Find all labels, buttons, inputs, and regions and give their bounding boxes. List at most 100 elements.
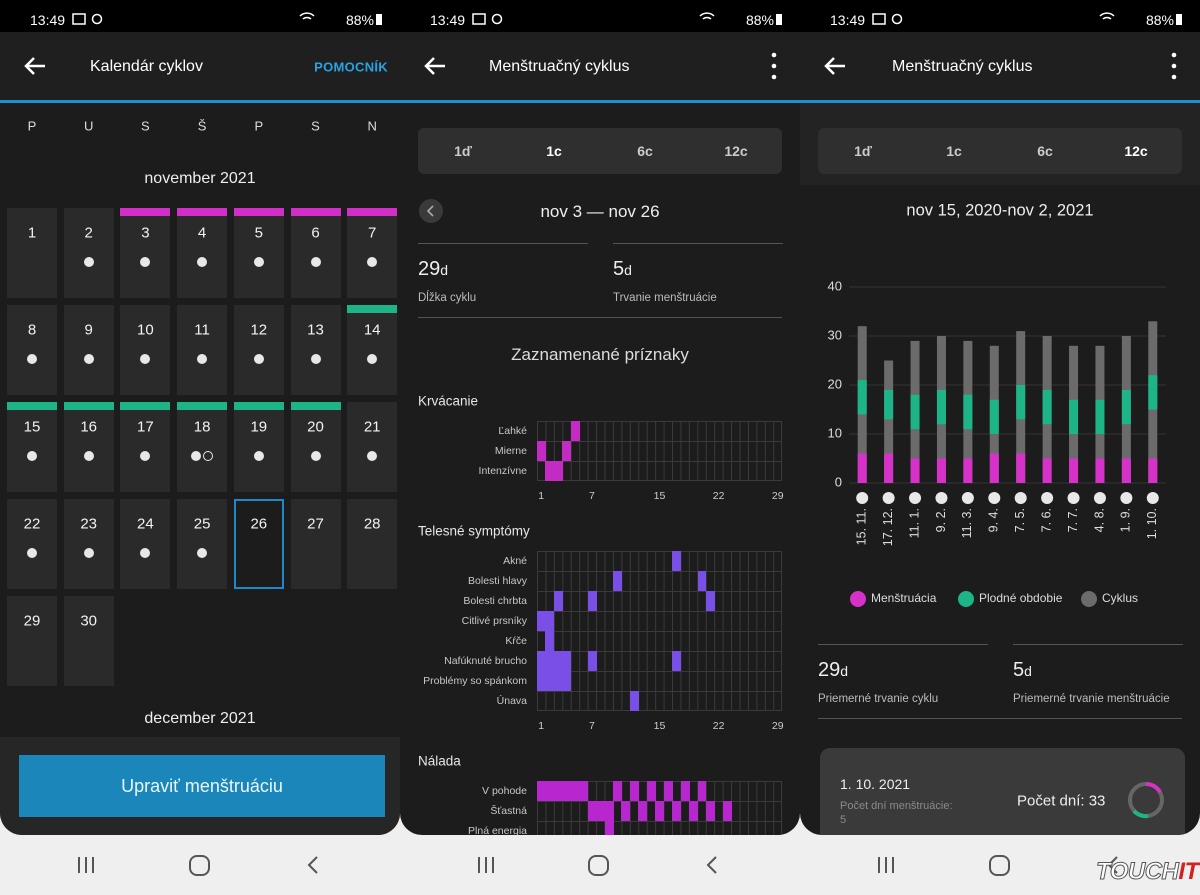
- back[interactable]: [1107, 856, 1118, 874]
- tab-active[interactable]: 12c: [1124, 143, 1148, 159]
- x-tick-label: 11. 3.: [960, 508, 974, 538]
- day-cell[interactable]: [290, 402, 341, 492]
- day-cell[interactable]: [7, 305, 57, 395]
- day-cell[interactable]: [120, 305, 171, 395]
- tab[interactable]: 1ď: [454, 143, 472, 159]
- y-tick-label: 30: [828, 327, 842, 342]
- day-cell[interactable]: [120, 499, 171, 589]
- more-menu[interactable]: [764, 51, 784, 81]
- day-cell[interactable]: [290, 208, 341, 298]
- day-number: 25: [193, 515, 211, 533]
- day-tick-label: 7: [588, 720, 595, 732]
- more-menu[interactable]: [1164, 51, 1184, 81]
- symptom-cell: [629, 781, 639, 801]
- tab[interactable]: 1ď: [854, 143, 872, 159]
- battery-icon: [376, 14, 382, 25]
- day-cell-selected[interactable]: [233, 499, 284, 589]
- day-cell[interactable]: [177, 499, 228, 589]
- status-battery: 88%: [745, 12, 774, 28]
- symptom-cell: [553, 461, 563, 481]
- home[interactable]: [189, 855, 210, 876]
- symptom-cell: [705, 801, 715, 821]
- day-cell[interactable]: [7, 402, 57, 492]
- stat-unit: d: [624, 262, 632, 278]
- day-cell[interactable]: [120, 208, 171, 298]
- day-cell[interactable]: [233, 305, 284, 395]
- day-cell[interactable]: [347, 208, 398, 298]
- back-arrow[interactable]: [424, 57, 445, 75]
- day-cell[interactable]: [63, 596, 114, 686]
- back-arrow[interactable]: [24, 57, 45, 75]
- bar: [857, 453, 867, 483]
- back[interactable]: [307, 856, 318, 874]
- tab[interactable]: 6c: [637, 143, 653, 159]
- wifi-icon: [699, 12, 715, 20]
- day-cell[interactable]: [233, 208, 284, 298]
- cycle-donut: [1128, 781, 1164, 819]
- symptom-label: Citlivé prsníky: [461, 615, 527, 627]
- summary-card[interactable]: [820, 748, 1185, 835]
- symptom-cell: [537, 651, 546, 671]
- group-title: Telesné symptómy: [418, 523, 530, 539]
- day-cell[interactable]: [177, 208, 228, 298]
- day-cell[interactable]: [177, 305, 228, 395]
- section-title: Zaznamenané príznaky: [511, 345, 689, 364]
- day-number: 27: [307, 515, 324, 533]
- status-time: 13:49: [430, 12, 466, 28]
- day-cell[interactable]: [290, 305, 341, 395]
- day-cell[interactable]: [7, 499, 57, 589]
- day-cell[interactable]: [347, 499, 398, 589]
- day-cell[interactable]: [177, 402, 228, 492]
- legend-label: Plodné obdobie: [979, 591, 1063, 605]
- bar: [910, 394, 920, 430]
- day-cell[interactable]: [347, 402, 398, 492]
- menstruation-bar: [177, 208, 228, 216]
- tab[interactable]: 1c: [946, 143, 962, 159]
- day-cell[interactable]: [7, 208, 57, 298]
- home[interactable]: [989, 855, 1010, 876]
- recent-apps[interactable]: [78, 857, 94, 873]
- symptom-cell: [545, 781, 555, 801]
- recent-apps[interactable]: [478, 857, 494, 873]
- day-number: 7: [368, 224, 377, 242]
- battery-icon: [776, 14, 782, 25]
- day-cell[interactable]: [290, 499, 341, 589]
- day-cell[interactable]: [120, 402, 171, 492]
- symptom-cell: [553, 591, 563, 611]
- header-action[interactable]: POMOCNÍK: [314, 59, 388, 75]
- day-cell[interactable]: [63, 402, 114, 492]
- logged-dot: [140, 354, 151, 364]
- home[interactable]: [588, 855, 609, 876]
- symptom-label: Akné: [503, 555, 527, 567]
- day-cell[interactable]: [63, 305, 114, 395]
- day-number: 24: [137, 515, 154, 533]
- symptom-label: Bolesti hlavy: [468, 575, 527, 587]
- day-cell[interactable]: [63, 499, 114, 589]
- day-cell[interactable]: [63, 208, 114, 298]
- battery-icon: [1176, 14, 1182, 25]
- day-tick-label: 15: [653, 720, 666, 732]
- back[interactable]: [706, 856, 717, 874]
- wifi-icon: [299, 12, 315, 20]
- day-cell[interactable]: [347, 305, 398, 395]
- symptom-label: Nafúknuté brucho: [444, 655, 527, 667]
- legend-swatch: [1081, 591, 1097, 607]
- tab[interactable]: 6c: [1037, 143, 1053, 159]
- day-number: 28: [363, 515, 381, 533]
- tab-active[interactable]: 1c: [546, 143, 562, 159]
- tab[interactable]: 12c: [724, 143, 748, 159]
- category-dot: [882, 492, 895, 504]
- previous-button[interactable]: [419, 199, 443, 223]
- day-cell[interactable]: [7, 596, 57, 686]
- category-dot: [935, 492, 948, 504]
- day-tick-label: 1: [538, 720, 545, 732]
- category-dot: [856, 492, 869, 504]
- day-cell[interactable]: [233, 402, 284, 492]
- symptom-cell: [613, 571, 622, 591]
- symptom-cell: [587, 591, 597, 611]
- edit-button[interactable]: Upraviť menštruáciu: [19, 755, 385, 817]
- recent-apps[interactable]: [878, 857, 894, 873]
- back-arrow[interactable]: [824, 57, 845, 75]
- symptom-label: Plná energia: [468, 825, 527, 835]
- day-number: 14: [363, 321, 381, 339]
